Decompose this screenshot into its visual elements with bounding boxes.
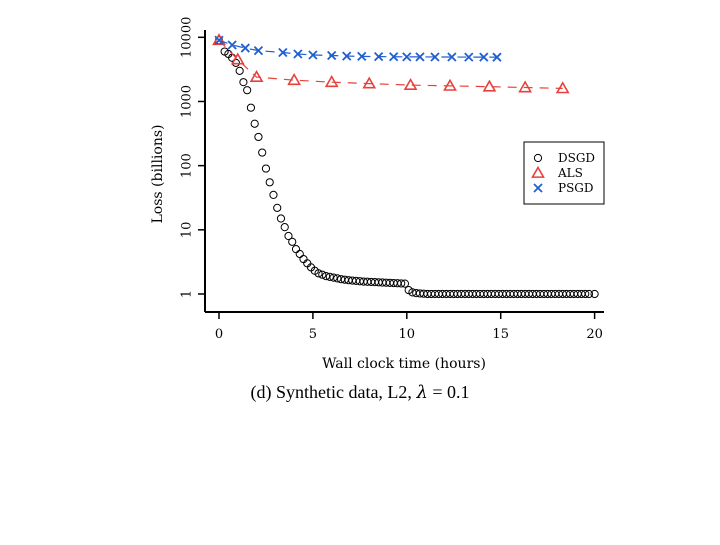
legend-label-psgd: PSGD xyxy=(558,181,594,195)
data-point-psgd xyxy=(253,45,264,56)
data-point-als xyxy=(230,52,245,65)
data-point-dsgd xyxy=(318,270,327,279)
data-point-dsgd xyxy=(314,269,323,278)
data-point-dsgd xyxy=(239,78,248,87)
data-point-psgd xyxy=(278,47,288,58)
data-point-dsgd xyxy=(400,279,410,288)
y-tick-label: 100 xyxy=(180,153,195,178)
data-point-als xyxy=(287,73,302,86)
legend-marker-dsgd xyxy=(533,153,543,163)
data-point-dsgd xyxy=(280,223,289,232)
data-point-dsgd xyxy=(321,271,331,281)
data-point-als xyxy=(362,76,377,89)
x-tick-label: 20 xyxy=(586,327,603,342)
data-point-dsgd xyxy=(288,237,297,246)
data-point-als xyxy=(403,77,418,91)
data-point-dsgd xyxy=(299,254,308,264)
data-point-psgd xyxy=(402,52,412,62)
data-point-dsgd xyxy=(291,245,301,254)
data-point-dsgd xyxy=(397,279,406,288)
data-point-dsgd xyxy=(265,178,274,187)
legend-label-als: ALS xyxy=(557,166,583,180)
series-als xyxy=(212,33,570,94)
data-point-dsgd xyxy=(276,214,286,223)
data-point-dsgd xyxy=(273,203,282,212)
data-point-dsgd xyxy=(584,289,594,299)
data-point-psgd xyxy=(430,52,440,62)
series-dsgd xyxy=(214,36,599,299)
data-point-psgd xyxy=(464,52,474,62)
data-point-psgd xyxy=(227,40,237,50)
y-axis-title: Loss (billions) xyxy=(150,125,166,224)
y-tick-label: 1 xyxy=(180,290,195,298)
data-point-als xyxy=(518,80,533,93)
legend-label-dsgd: DSGD xyxy=(558,151,595,165)
data-point-psgd xyxy=(327,50,337,61)
caption-prefix: (d) Synthetic data, L2, xyxy=(250,382,417,402)
axes-layer: 0 5 10 15 20 1 10 100 1000 10000 xyxy=(180,17,604,342)
x-tick-label: 5 xyxy=(309,327,317,342)
data-point-dsgd xyxy=(235,66,244,75)
data-point-dsgd xyxy=(269,190,278,200)
data-point-psgd xyxy=(447,52,457,62)
data-point-dsgd xyxy=(261,164,271,173)
data-point-psgd xyxy=(293,49,303,59)
data-point-als xyxy=(482,79,497,92)
figure-caption: (d) Synthetic data, L2, λ = 0.1 xyxy=(0,382,720,403)
caption-suffix: = 0.1 xyxy=(427,382,470,402)
data-point-als xyxy=(212,33,226,46)
x-tick-label: 0 xyxy=(215,327,223,342)
data-point-psgd xyxy=(492,52,502,62)
data-point-psgd xyxy=(479,52,489,62)
x-tick-label: 15 xyxy=(492,327,509,342)
data-point-als xyxy=(443,78,457,91)
data-point-als xyxy=(555,81,570,94)
data-point-psgd xyxy=(214,35,224,45)
data-point-dsgd xyxy=(295,249,304,259)
data-point-psgd xyxy=(240,43,250,53)
series-layer xyxy=(212,33,599,299)
y-tick-label: 10 xyxy=(180,222,195,239)
data-point-psgd xyxy=(389,52,399,62)
legend-box xyxy=(523,141,605,205)
data-point-dsgd xyxy=(254,132,263,142)
data-point-dsgd xyxy=(590,289,599,299)
legend-marker-psgd xyxy=(533,183,543,193)
series-psgd xyxy=(214,35,502,62)
y-tick-label: 10000 xyxy=(180,17,195,58)
caption-lambda: λ xyxy=(416,382,428,403)
data-point-psgd xyxy=(373,51,384,62)
data-point-dsgd xyxy=(333,274,342,283)
data-point-als xyxy=(324,75,339,88)
x-tick-label: 10 xyxy=(399,327,416,342)
legend-marker-als xyxy=(531,165,545,178)
data-point-dsgd xyxy=(258,148,267,157)
y-tick-label: 1000 xyxy=(180,85,195,118)
data-point-dsgd xyxy=(284,231,293,241)
data-point-als xyxy=(249,69,264,83)
data-point-dsgd xyxy=(243,86,252,95)
data-point-dsgd xyxy=(246,103,256,112)
data-point-psgd xyxy=(415,52,425,62)
data-point-dsgd xyxy=(325,272,334,281)
data-point-psgd xyxy=(357,51,367,61)
data-point-psgd xyxy=(342,51,352,61)
series-line-als xyxy=(218,39,563,89)
data-point-dsgd xyxy=(329,273,338,282)
data-point-dsgd xyxy=(581,289,590,299)
x-axis-title: Wall clock time (hours) xyxy=(322,356,486,372)
data-point-dsgd xyxy=(250,119,259,128)
data-point-psgd xyxy=(308,50,318,60)
